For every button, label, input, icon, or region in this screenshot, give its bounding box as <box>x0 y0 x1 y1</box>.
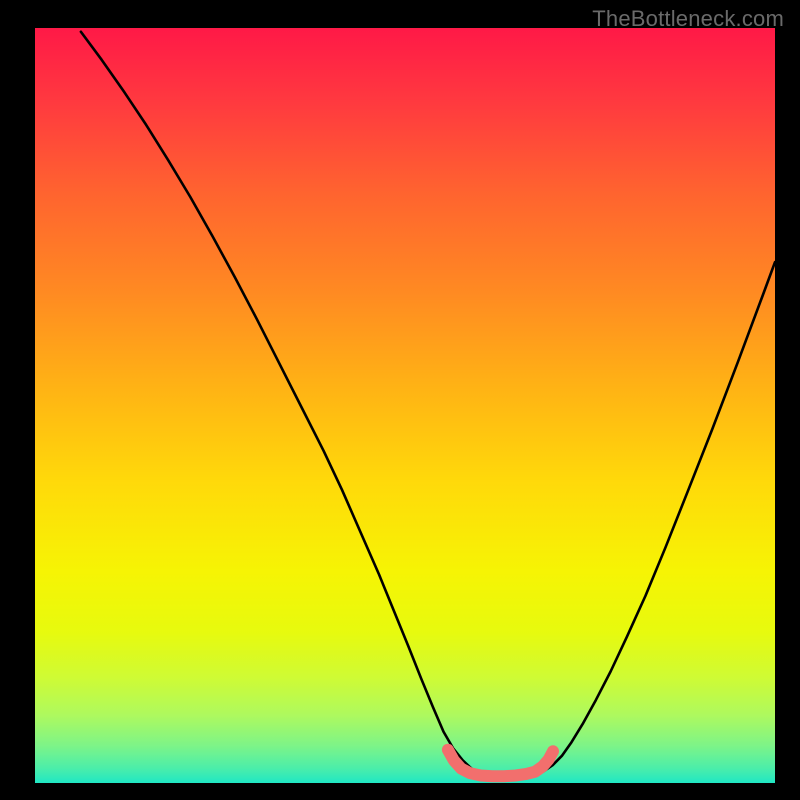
stage: TheBottleneck.com <box>0 0 800 800</box>
chart-overlay <box>35 28 775 783</box>
plot-area <box>35 28 775 783</box>
watermark-text: TheBottleneck.com <box>592 6 784 32</box>
bottom-highlight-mark <box>448 750 553 776</box>
bottleneck-curve <box>81 32 775 779</box>
